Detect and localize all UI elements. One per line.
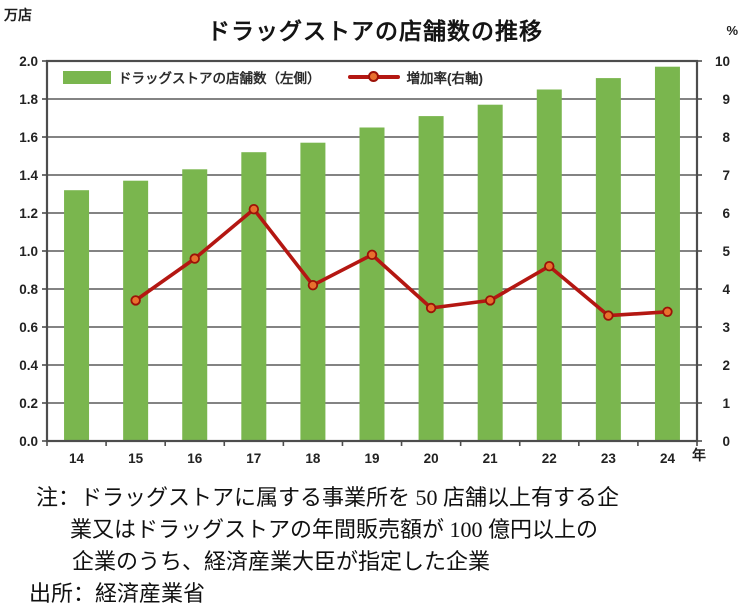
x-axis-tick-label: 15	[128, 451, 144, 466]
store-count-bar	[64, 190, 90, 441]
left-axis-tick-label: 0.8	[19, 282, 38, 297]
growth-rate-marker	[307, 280, 319, 291]
line-swatch-marker-icon	[367, 71, 379, 82]
store-count-bar	[123, 180, 149, 441]
right-axis-tick-label: 7	[722, 168, 730, 183]
left-axis-tick-label: 0.6	[19, 320, 38, 335]
footnotes: 注：ドラッグストアに属する事業所を 50 店舗以上有する企 業又はドラッグストア…	[0, 482, 750, 610]
x-axis-tick-label: 18	[305, 451, 321, 466]
store-count-bar	[300, 142, 326, 441]
left-axis-tick-label: 1.6	[19, 130, 38, 145]
source-line: 出所：経済産業省	[29, 581, 206, 606]
x-axis-tick-label: 14	[69, 451, 85, 466]
growth-rate-marker	[248, 203, 260, 215]
left-axis-tick-label: 1.4	[19, 168, 38, 183]
left-axis-tick-label: 2.0	[19, 54, 38, 69]
left-axis-tick-label: 0.0	[19, 434, 38, 449]
left-axis-tick-label: 0.4	[19, 358, 38, 373]
right-axis-tick-label: 6	[722, 206, 730, 221]
chart-region: 万店 ドラッグストアの店舗数の推移 % 2.0 10 1.8 9 1.6 8 1.4 7 1.2…	[4, 7, 738, 466]
bar-series-swatch-icon	[63, 70, 111, 84]
right-axis-tick-label: 5	[722, 244, 730, 259]
left-axis-tick-label: 1.0	[19, 244, 38, 259]
store-count-bar	[418, 116, 444, 441]
x-axis-unit-label: 年	[692, 447, 706, 463]
left-axis-tick-label: 0.2	[19, 396, 38, 411]
right-axis-tick-label: 4	[722, 282, 730, 297]
growth-rate-line	[133, 207, 670, 318]
right-axis-tick-label: 0	[722, 434, 730, 449]
line-series-legend-label: 増加率(右軸)	[406, 71, 484, 86]
growth-rate-marker	[603, 310, 614, 321]
store-count-bar	[477, 104, 503, 441]
left-axis-tick-label: 1.2	[19, 206, 38, 221]
store-count-bar	[654, 66, 680, 441]
x-axis-tick-label: 20	[424, 451, 439, 466]
store-count-bar	[182, 169, 208, 442]
growth-rate-marker	[366, 249, 378, 261]
store-count-bar	[359, 127, 385, 441]
growth-rate-marker	[425, 302, 437, 314]
left-axis-tick-label: 1.8	[19, 92, 38, 107]
growth-rate-marker	[189, 253, 200, 264]
right-axis-tick-label: 9	[722, 92, 730, 107]
note-line-3: 企業のうち、経済産業大臣が指定した企業	[72, 549, 491, 574]
note-line-1: 注：ドラッグストアに属する事業所を 50 店舗以上有する企	[36, 485, 620, 510]
combo-chart: 2.0 101.8 91.6 81.4 71.2 61.0 50.8 40.6 30.4 20.2…	[19, 54, 730, 466]
growth-rate-marker	[544, 261, 555, 272]
left-axis-unit-label: 万店	[4, 7, 32, 23]
right-axis-tick-label: 10	[715, 54, 730, 69]
plot-border	[45, 59, 699, 443]
growth-rate-marker	[662, 306, 673, 318]
x-axis-tick-label: 16	[187, 451, 203, 466]
right-axis-tick-label: 1	[722, 396, 730, 411]
right-axis-tick-label: 2	[722, 358, 730, 373]
line-series-swatch-icon	[347, 70, 400, 84]
x-axis-tick-label: 22	[542, 451, 557, 466]
growth-rate-marker	[484, 295, 496, 306]
growth-rate-marker	[130, 295, 141, 306]
store-count-bar	[241, 152, 267, 441]
x-axis-tick-label: 19	[364, 451, 379, 466]
chart-title: ドラッグストアの店舗数の推移	[207, 18, 543, 44]
store-count-bar	[595, 78, 621, 441]
x-axis-tick-label: 17	[246, 451, 261, 466]
right-axis-tick-label: 8	[722, 130, 730, 145]
note-line-2: 業又はドラッグストアの年間販売額が 100 億円以上の	[70, 517, 599, 542]
right-axis-unit-label: %	[726, 23, 738, 38]
chart-legend: ドラッグストアの店舗数（左側） 増加率(右軸)	[63, 67, 483, 87]
x-axis-tick-label: 21	[483, 451, 499, 466]
x-axis-tick-label: 23	[601, 451, 617, 466]
bar-series-legend-label: ドラッグストアの店舗数（左側）	[118, 71, 321, 86]
right-axis-tick-label: 3	[722, 320, 730, 335]
x-axis-tick-label: 24	[660, 451, 676, 466]
